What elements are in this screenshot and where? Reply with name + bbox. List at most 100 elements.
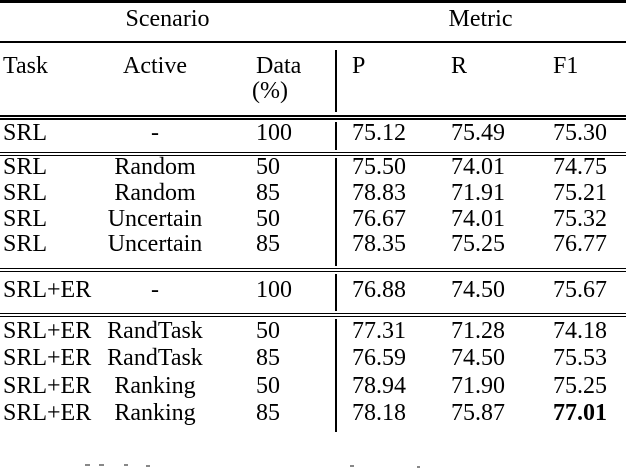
- cell-recall: 71.28: [451, 318, 505, 344]
- col-header-task: Task: [3, 53, 48, 79]
- cell-data-pct: 85: [256, 231, 280, 257]
- cell-recall: 75.25: [451, 231, 505, 257]
- table-row: SRL+ER - 100 76.88 74.50 75.67: [0, 278, 626, 302]
- section-rule-3: [0, 313, 626, 317]
- cell-task: SRL+ER: [3, 400, 92, 426]
- cell-task: SRL: [3, 154, 48, 180]
- cell-task: SRL+ER: [3, 318, 92, 344]
- cell-data-pct: 50: [256, 154, 280, 180]
- table-row: SRL - 100 75.12 75.49 75.30: [0, 121, 626, 145]
- col-header-data: Data: [256, 53, 302, 79]
- cell-active: Ranking: [114, 373, 196, 399]
- cell-active: Ranking: [114, 400, 196, 426]
- table-row: SRL Uncertain 85 78.35 75.25 76.77: [0, 232, 626, 256]
- cell-data-pct: 85: [256, 400, 280, 426]
- cell-precision: 75.12: [352, 120, 406, 146]
- cell-recall: 71.91: [451, 180, 505, 206]
- cell-f1: 75.67: [553, 277, 607, 303]
- cell-task: SRL: [3, 206, 48, 232]
- cell-task: SRL: [3, 120, 48, 146]
- cell-f1-best: 77.01: [553, 400, 607, 426]
- table-row: SRL Random 50 75.50 74.01 74.75: [0, 155, 626, 179]
- caption-fragment: [124, 464, 128, 466]
- cell-f1: 74.75: [553, 154, 607, 180]
- cell-active: Random: [114, 154, 196, 180]
- cell-f1: 75.32: [553, 206, 607, 232]
- cell-recall: 74.01: [451, 206, 505, 232]
- cell-active: Random: [114, 180, 196, 206]
- cell-recall: 74.01: [451, 154, 505, 180]
- cell-task: SRL+ER: [3, 345, 92, 371]
- group-header-row: Scenario Metric: [0, 7, 626, 31]
- section-rule-1: [0, 152, 626, 156]
- cell-data-pct: 50: [256, 318, 280, 344]
- cell-data-pct: 100: [256, 120, 292, 146]
- col-header-data-pct: (%): [252, 78, 288, 104]
- cell-recall: 75.49: [451, 120, 505, 146]
- cell-task: SRL+ER: [3, 277, 92, 303]
- column-separator: [335, 274, 337, 311]
- col-header-r: R: [451, 53, 468, 79]
- caption-fragment: [417, 466, 420, 468]
- caption-fragment: [85, 464, 90, 466]
- col-header-active: Active: [123, 53, 187, 79]
- cell-precision: 78.83: [352, 180, 406, 206]
- cell-f1: 74.18: [553, 318, 607, 344]
- section-rule-2: [0, 268, 626, 272]
- cell-precision: 75.50: [352, 154, 406, 180]
- cell-data-pct: 50: [256, 373, 280, 399]
- cell-precision: 77.31: [352, 318, 406, 344]
- column-separator: [335, 122, 337, 150]
- cell-active: -: [151, 120, 159, 146]
- cell-recall: 71.90: [451, 373, 505, 399]
- cell-task: SRL: [3, 231, 48, 257]
- cell-active: RandTask: [107, 345, 203, 371]
- cell-f1: 75.53: [553, 345, 607, 371]
- cell-active: RandTask: [107, 318, 203, 344]
- table-row: SRL Random 85 78.83 71.91 75.21: [0, 181, 626, 205]
- table-row: SRL+ER Ranking 50 78.94 71.90 75.25: [0, 374, 626, 398]
- column-header-row-line2: (%): [0, 79, 626, 103]
- cell-active: Uncertain: [107, 231, 203, 257]
- cell-active: -: [151, 277, 159, 303]
- cell-precision: 78.94: [352, 373, 406, 399]
- cell-recall: 75.87: [451, 400, 505, 426]
- cell-data-pct: 100: [256, 277, 292, 303]
- cell-data-pct: 85: [256, 180, 280, 206]
- cell-precision: 78.35: [352, 231, 406, 257]
- cell-precision: 78.18: [352, 400, 406, 426]
- cell-data-pct: 50: [256, 206, 280, 232]
- cell-recall: 74.50: [451, 345, 505, 371]
- cell-f1: 75.21: [553, 180, 607, 206]
- col-header-f1: F1: [553, 53, 579, 79]
- column-separator: [335, 158, 337, 266]
- column-header-row: Task Active Data P R F1: [0, 54, 626, 78]
- cell-recall: 74.50: [451, 277, 505, 303]
- header-body-rule: [0, 115, 626, 120]
- cell-precision: 76.59: [352, 345, 406, 371]
- table-row: SRL+ER RandTask 85 76.59 74.50 75.53: [0, 346, 626, 370]
- caption-fragment: [99, 464, 104, 466]
- group-header-rule: [0, 41, 626, 43]
- column-separator: [335, 50, 337, 112]
- cell-precision: 76.67: [352, 206, 406, 232]
- group-header-metric: Metric: [448, 6, 513, 32]
- cell-f1: 75.25: [553, 373, 607, 399]
- column-separator: [335, 319, 337, 432]
- col-header-p: P: [352, 53, 366, 79]
- cell-f1: 75.30: [553, 120, 607, 146]
- table-row: SRL Uncertain 50 76.67 74.01 75.32: [0, 207, 626, 231]
- cell-task: SRL: [3, 180, 48, 206]
- table-row: SRL+ER Ranking 85 78.18 75.87 77.01: [0, 401, 626, 425]
- cell-data-pct: 85: [256, 345, 280, 371]
- table-top-rule: [0, 0, 626, 3]
- table-row: SRL+ER RandTask 50 77.31 71.28 74.18: [0, 319, 626, 343]
- cell-task: SRL+ER: [3, 373, 92, 399]
- cell-precision: 76.88: [352, 277, 406, 303]
- caption-fragment: [350, 465, 354, 467]
- caption-fragment: [146, 465, 150, 467]
- cell-f1: 76.77: [553, 231, 607, 257]
- cell-active: Uncertain: [107, 206, 203, 232]
- group-header-scenario: Scenario: [125, 6, 210, 32]
